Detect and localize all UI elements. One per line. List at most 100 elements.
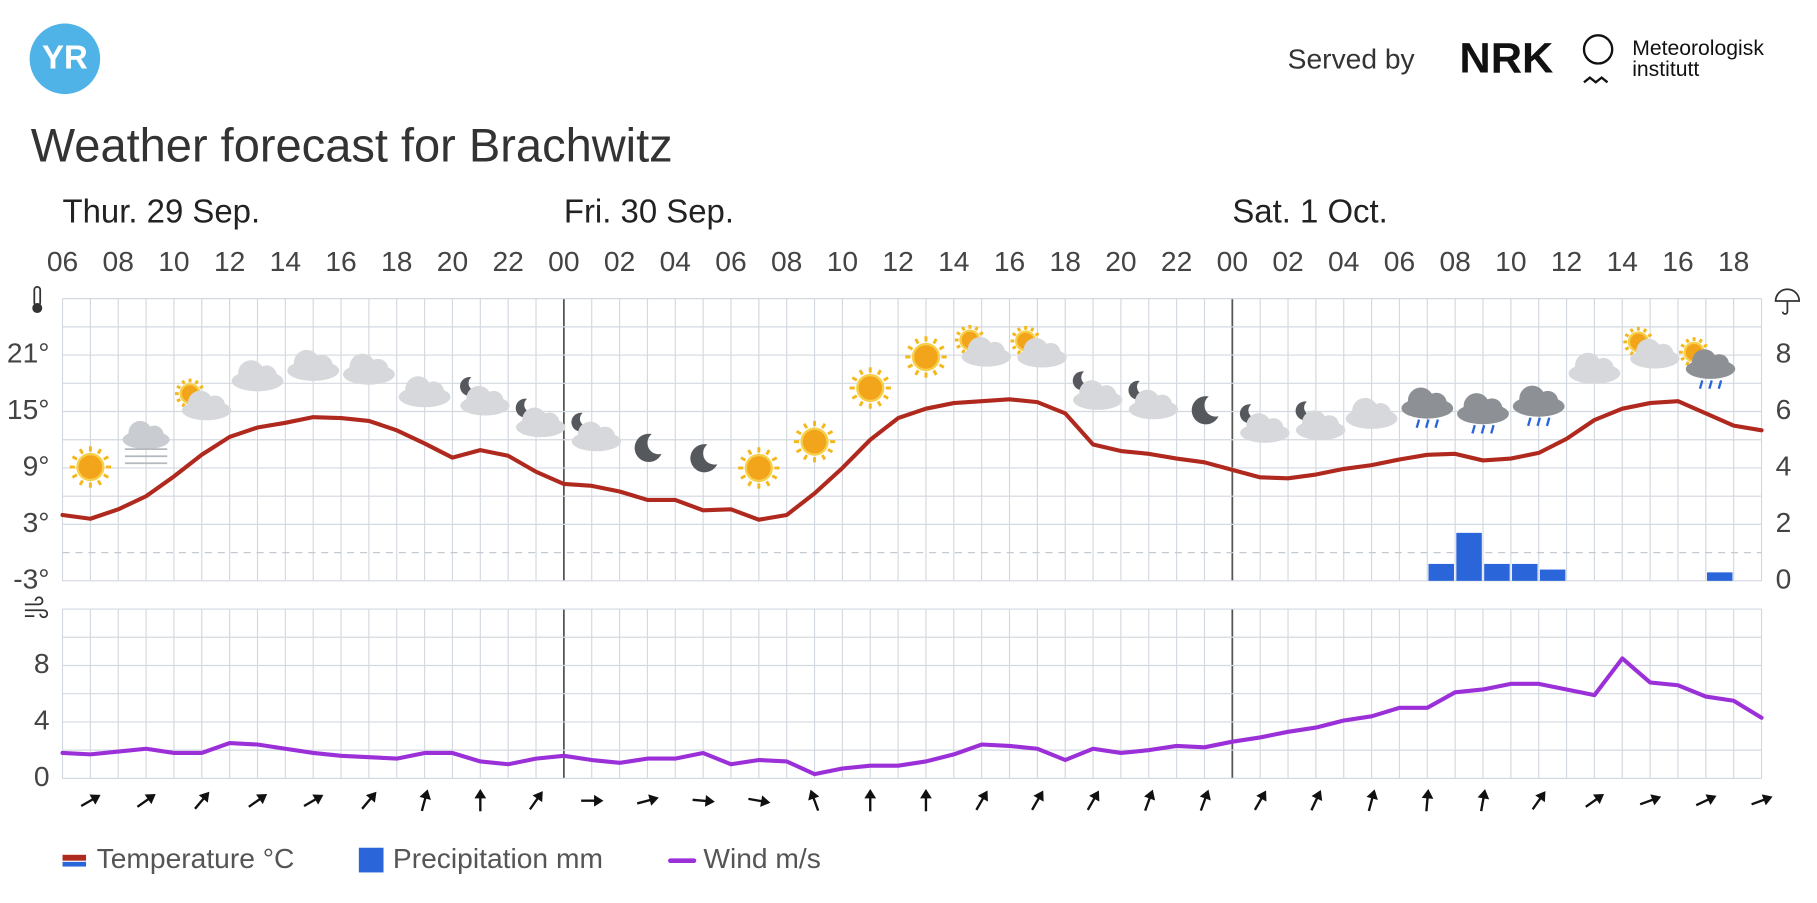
sun-ray [974, 326, 979, 331]
sun-ray [1629, 328, 1634, 333]
wind-arrow [1031, 790, 1044, 811]
wind-arrow [748, 795, 771, 807]
logo[interactable]: YR [42, 39, 88, 76]
x-tick-label: 00 [1217, 245, 1248, 277]
sun-ray [1034, 332, 1040, 337]
sun-ray [1698, 338, 1703, 344]
weather-icon [738, 447, 780, 489]
sun-ray [821, 422, 827, 429]
x-tick-label: 12 [214, 245, 245, 277]
cloud [1263, 418, 1284, 438]
wind-arrow-head [1199, 789, 1211, 801]
sun-ray [795, 430, 802, 436]
wind-arrow [1477, 789, 1490, 812]
x-tick-label: 18 [1050, 245, 1081, 277]
sun-ray [961, 349, 966, 354]
x-tick-label: 10 [827, 245, 858, 277]
legend-label: Temperature °C [97, 842, 295, 874]
wind-arrow [248, 793, 268, 808]
cloud [1537, 390, 1559, 412]
thermometer-icon [32, 286, 43, 314]
wind-arrow [1366, 789, 1378, 812]
wind-arrow-head [144, 793, 156, 805]
x-tick-label: 02 [604, 245, 635, 277]
weather-icon [1010, 325, 1067, 368]
wind-arrow-head [864, 788, 877, 799]
x-tick-label: 06 [715, 245, 746, 277]
wind-icon [24, 596, 49, 619]
served-by: Served by [1288, 43, 1416, 75]
sun-ray [1685, 338, 1690, 344]
x-tick-label: 10 [158, 245, 189, 277]
wind-arrow [474, 788, 487, 812]
y-tick-label: 3° [23, 506, 50, 538]
x-tick-label: 04 [660, 245, 691, 277]
sun-ray [1629, 350, 1634, 356]
sun-ray [181, 402, 186, 408]
x-tick-label: 08 [771, 245, 802, 277]
cloud [1653, 343, 1674, 364]
wind-arrow-head [1144, 789, 1156, 801]
day-label: Thur. 29 Sep. [63, 193, 261, 230]
sun-ray [103, 473, 110, 479]
moon [1191, 396, 1219, 425]
sun-ray [882, 394, 889, 400]
sun-ray [858, 369, 864, 376]
weather-icon [1568, 352, 1621, 384]
wind-arrow-head [760, 795, 771, 807]
sun-ray [858, 400, 864, 407]
x-tick-label: 08 [1439, 245, 1470, 277]
sun-ray [938, 345, 945, 351]
wind-arrow [1531, 791, 1546, 811]
sun-ray [103, 455, 110, 461]
cloud [1096, 385, 1117, 405]
cloud [311, 355, 333, 376]
weather-icon [1295, 401, 1346, 440]
sun-ray [882, 376, 889, 382]
x-tick-label: 14 [938, 245, 969, 277]
sun-ray [740, 474, 747, 480]
wind-arrow-head [1033, 790, 1044, 802]
sun-ray [802, 422, 809, 429]
logo-circle [29, 23, 101, 95]
wind-arrow [1421, 788, 1434, 812]
nrk-logo[interactable]: NRK [1459, 34, 1554, 81]
cloud [1593, 357, 1614, 379]
sun-ray [771, 474, 778, 480]
sun-ray [851, 394, 858, 400]
legend-swatch [62, 861, 87, 867]
sun-ray [96, 479, 102, 486]
sun-ray [71, 473, 78, 479]
x-tick-label: 08 [103, 245, 134, 277]
wind-arrow-head [198, 791, 210, 803]
sun-ray [1642, 328, 1648, 333]
x-tick-label: 10 [1495, 245, 1526, 277]
sun-ray [802, 454, 809, 461]
cloud [1040, 342, 1061, 363]
cloud [595, 426, 615, 447]
sun-ray [1029, 327, 1035, 332]
wind-arrow-head [704, 795, 715, 807]
legend-label: Wind m/s [703, 842, 821, 874]
x-tick-label: 14 [1607, 245, 1638, 277]
day-label: Sat. 1 Oct. [1232, 193, 1387, 230]
weather-icon [1679, 337, 1736, 390]
sun-ray [938, 363, 945, 369]
wind-arrow [636, 794, 659, 806]
wind-arrow [1199, 789, 1211, 812]
sun-ray [1647, 333, 1653, 338]
weather-icon [1512, 385, 1565, 427]
weather-icon [849, 367, 891, 409]
y2-tick-label: 0 [1776, 562, 1792, 594]
weather-icon [1128, 380, 1179, 420]
cloud [1319, 415, 1340, 436]
weather-icon [69, 446, 112, 488]
wind-arrow [1310, 790, 1323, 811]
weather-icon [690, 444, 718, 473]
y-tick-label: 15° [7, 393, 50, 425]
weather-icon [954, 324, 1012, 367]
x-tick-label: 06 [47, 245, 78, 277]
rain-drop [1471, 424, 1476, 434]
